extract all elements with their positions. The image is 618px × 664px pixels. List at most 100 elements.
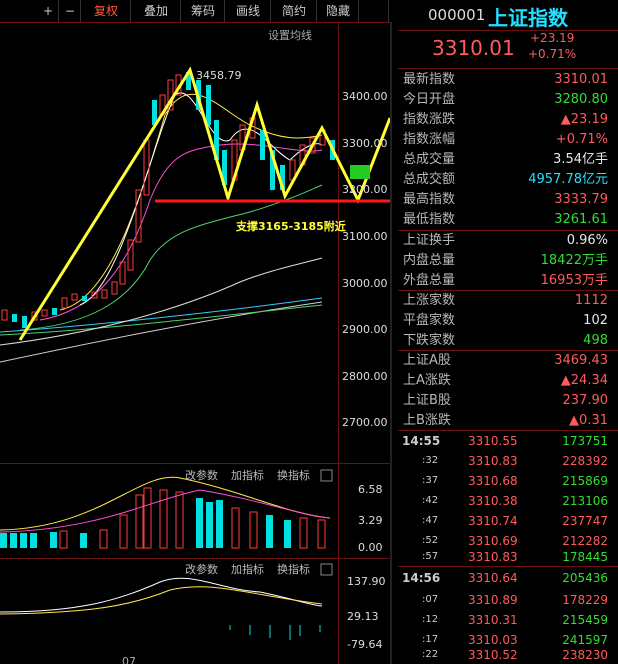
toolbar-button[interactable]: + <box>38 0 59 22</box>
candle <box>222 150 227 185</box>
splitter[interactable] <box>390 22 392 664</box>
stat-value: 3310.01 <box>554 72 608 87</box>
toolbar-button[interactable]: 隐藏 <box>318 0 359 22</box>
volume-bar <box>80 533 87 548</box>
stat-value: 0.96% <box>566 233 608 248</box>
volume-bar <box>284 520 291 548</box>
ma-line <box>59 93 323 311</box>
toolbar-button[interactable]: 复权 <box>82 0 131 22</box>
stat-row: 平盘家数 102 <box>398 311 614 331</box>
price-axis-label: 2900.00 <box>342 323 388 336</box>
trade-volume: 228392 <box>562 454 608 468</box>
stat-value: ▲23.19 <box>560 112 608 127</box>
stat-label: 上A涨跌 <box>403 373 451 388</box>
peak-label: 3458.79 <box>196 69 242 82</box>
fullscreen-button[interactable] <box>366 0 389 22</box>
support-annotation: 支撑3165-3185附近 <box>235 219 346 233</box>
volume-bar <box>231 507 240 549</box>
candle <box>82 296 87 301</box>
volume-bar <box>143 487 152 549</box>
candle <box>127 239 134 271</box>
trade-price: 3310.55 <box>468 434 518 448</box>
candle <box>270 150 275 190</box>
candle <box>12 314 17 322</box>
volume-bar <box>266 515 273 548</box>
trade-volume: 237747 <box>562 514 608 528</box>
indicator-tool: 改参数 <box>185 562 218 576</box>
stat-label: 上B涨跌 <box>403 413 451 428</box>
separator <box>398 430 618 431</box>
separator <box>398 350 618 351</box>
macd-axis-label: 137.90 <box>347 575 386 588</box>
trade-time: :22 <box>422 649 439 660</box>
stat-row: 上涨家数 1112 <box>398 291 614 311</box>
macd <box>0 577 323 640</box>
toolbar-button[interactable]: 简约 <box>272 0 317 22</box>
stat-row: 最高指数 3333.79 <box>398 190 614 210</box>
stat-value: +0.71% <box>555 132 608 147</box>
trade-row: :07 3310.89 178229 <box>398 590 614 610</box>
close-button <box>320 469 333 482</box>
stat-label: 指数涨跌 <box>403 112 456 127</box>
stat-value: 3280.80 <box>554 92 608 107</box>
trade-row: :37 3310.68 215869 <box>398 471 614 491</box>
stat-value: 4957.78亿元 <box>528 172 608 187</box>
macd-axis-label: 29.13 <box>347 610 379 623</box>
candle <box>52 308 57 315</box>
stat-label: 总成交额 <box>403 172 456 187</box>
volume-bar <box>175 491 184 549</box>
volume-bar <box>119 514 128 549</box>
candle <box>206 85 211 125</box>
trade-row: :42 3310.38 213106 <box>398 491 614 511</box>
price-axis-label: 3200.00 <box>342 183 388 196</box>
candle <box>61 297 68 309</box>
trade-time: :42 <box>422 495 439 506</box>
candle <box>71 293 78 301</box>
stat-label: 最新指数 <box>403 72 456 87</box>
trade-volume: 241597 <box>562 633 608 647</box>
trade-time: :57 <box>422 551 439 562</box>
volume-bar <box>249 511 258 549</box>
trade-row: :32 3310.83 228392 <box>398 451 614 471</box>
trade-volume: 173751 <box>562 434 608 448</box>
volume-bar <box>299 517 308 549</box>
toolbar-button[interactable]: 叠加 <box>132 0 181 22</box>
stat-label: 最高指数 <box>403 192 456 207</box>
candle <box>111 281 118 295</box>
indicator-tool: 换指标 <box>277 562 310 576</box>
ma-setting: 设置均线 <box>268 28 312 42</box>
trade-volume: 212282 <box>562 534 608 548</box>
stat-value: 1112 <box>574 293 608 308</box>
volume-bar <box>135 494 144 549</box>
stat-row: 上A涨跌 ▲24.34 <box>398 371 614 391</box>
stat-row: 上证A股 3469.43 <box>398 351 614 371</box>
separator <box>398 566 618 567</box>
candle <box>1 309 8 321</box>
ma-line <box>0 304 323 336</box>
price-axis-label: 2700.00 <box>342 416 388 429</box>
stat-row: 上B涨跌 ▲0.31 <box>398 411 614 431</box>
volume-bar <box>50 532 57 548</box>
toolbar-button[interactable]: − <box>60 0 81 22</box>
volume-bar <box>159 489 168 549</box>
volume-bar <box>0 533 7 548</box>
candle <box>101 289 108 299</box>
toolbar-button[interactable]: 画线 <box>226 0 271 22</box>
trade-price: 3310.64 <box>468 571 518 585</box>
last-price: 3310.01 <box>432 36 515 60</box>
macd-line <box>0 577 323 613</box>
candle <box>91 291 98 299</box>
candle <box>135 189 142 243</box>
vol-ma <box>0 489 331 533</box>
stat-value: 102 <box>583 313 608 328</box>
stat-value: 3333.79 <box>554 192 608 207</box>
trade-row: 14:56 3310.64 205436 <box>398 568 614 588</box>
trade-row: :57 3310.83 178445 <box>398 547 614 567</box>
candle <box>309 137 316 154</box>
chart-bg <box>0 0 392 664</box>
toolbar-button[interactable]: 筹码 <box>182 0 225 22</box>
volume-bar <box>206 502 213 548</box>
trade-time: :32 <box>422 455 439 466</box>
trade-time: :37 <box>422 475 439 486</box>
candle <box>260 130 265 160</box>
